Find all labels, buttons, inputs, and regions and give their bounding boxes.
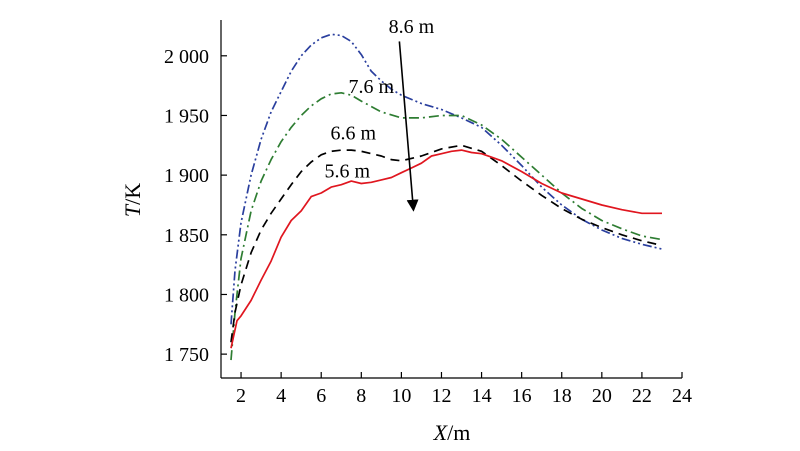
trend-arrow (398, 41, 419, 212)
series-layer (230, 33, 663, 361)
y-tick-label: 1 900 (164, 165, 209, 187)
x-tick-label: 18 (552, 385, 572, 407)
x-tick-label: 16 (512, 385, 532, 407)
curve-label: 7.6 m (349, 76, 395, 98)
x-tick-label: 6 (316, 385, 326, 407)
curve-label: 6.6 m (331, 122, 377, 144)
series-line-8-6-m (230, 33, 663, 325)
x-tick-label: 24 (672, 385, 692, 407)
y-tick-label: 2 000 (164, 46, 209, 68)
y-tick-label: 1 800 (164, 284, 209, 306)
y-axis-label: T/K (120, 183, 145, 217)
curve-label: 8.6 m (389, 16, 435, 38)
curve-label: 5.6 m (324, 161, 370, 183)
series-line-6-6-m (230, 144, 663, 343)
x-axis-label: X/m (433, 420, 471, 445)
x-tick-label: 2 (236, 385, 246, 407)
series-line-7-6-m (230, 91, 663, 361)
x-tick-label: 8 (356, 385, 366, 407)
series-line-5-6-m (230, 149, 662, 349)
x-tick-label: 4 (276, 385, 286, 407)
x-tick-label: 14 (472, 385, 492, 407)
y-tick-label: 1 950 (164, 105, 209, 127)
y-tick-label: 1 850 (164, 225, 209, 247)
x-tick-label: 20 (592, 385, 612, 407)
annotation-layer: 8.6 m 7.6 m 6.6 m 5.6 m (324, 16, 435, 212)
x-tick-label: 10 (391, 385, 411, 407)
x-ticks: 2 4 6 8 10 12 14 16 18 20 22 24 (236, 372, 692, 407)
x-tick-label: 12 (431, 385, 451, 407)
y-ticks: 1 750 1 800 1 850 1 900 1 950 2 000 (164, 46, 227, 366)
x-tick-label: 22 (632, 385, 652, 407)
y-tick-label: 1 750 (164, 344, 209, 366)
